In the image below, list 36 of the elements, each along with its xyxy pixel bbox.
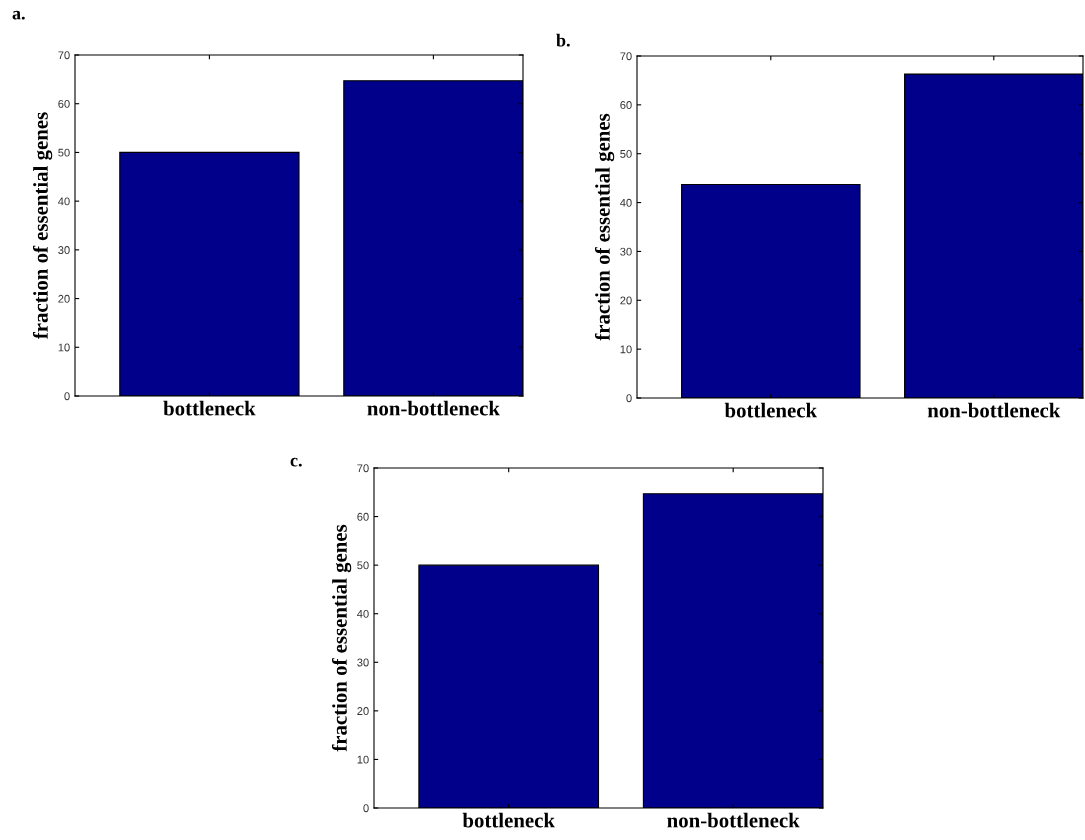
x-tick-label: non-bottleneck: [367, 400, 500, 416]
y-tick-label: 60: [58, 99, 70, 108]
x-tick-label: non-bottleneck: [927, 402, 1061, 418]
y-tick-label: 60: [620, 101, 632, 109]
y-tick-label: 50: [58, 148, 70, 157]
chart-title: b.: [556, 33, 570, 47]
y-tick-label: 50: [357, 561, 369, 570]
chart-title: a.: [12, 10, 25, 20]
y-tick-label: 70: [620, 52, 632, 61]
x-tick-label: bottleneck: [163, 400, 256, 416]
y-tick-label: 20: [620, 296, 632, 305]
y-tick-label: 10: [58, 343, 70, 352]
x-tick-label: non-bottleneck: [667, 812, 800, 828]
y-tick-label: 20: [357, 707, 369, 715]
y-tick-label: 50: [620, 149, 632, 158]
y-tick-label: 30: [58, 246, 70, 254]
y-tick-label: 60: [357, 512, 369, 521]
x-tick-label: bottleneck: [462, 812, 555, 828]
y-axis-title: fraction of essential genes: [594, 113, 615, 341]
y-axis-title: fraction of essential genes: [331, 524, 352, 752]
y-tick-label: 70: [58, 51, 70, 60]
y-tick-label: 40: [357, 609, 369, 618]
chart-title: c.: [290, 457, 302, 467]
y-tick-label: 10: [620, 345, 632, 354]
y-tick-label: 30: [357, 658, 369, 667]
y-axis-title: fraction of essential genes: [32, 112, 53, 340]
y-tick-label: 20: [58, 294, 70, 303]
y-tick-label: 40: [58, 197, 70, 206]
y-tick-label: 0: [626, 394, 632, 403]
x-tick-label: bottleneck: [724, 402, 818, 418]
y-tick-label: 0: [363, 804, 369, 813]
y-tick-label: 30: [620, 247, 632, 256]
y-tick-label: 70: [357, 464, 369, 473]
y-tick-label: 10: [357, 755, 369, 764]
y-tick-label: 0: [64, 392, 70, 401]
y-tick-label: 40: [620, 198, 632, 207]
